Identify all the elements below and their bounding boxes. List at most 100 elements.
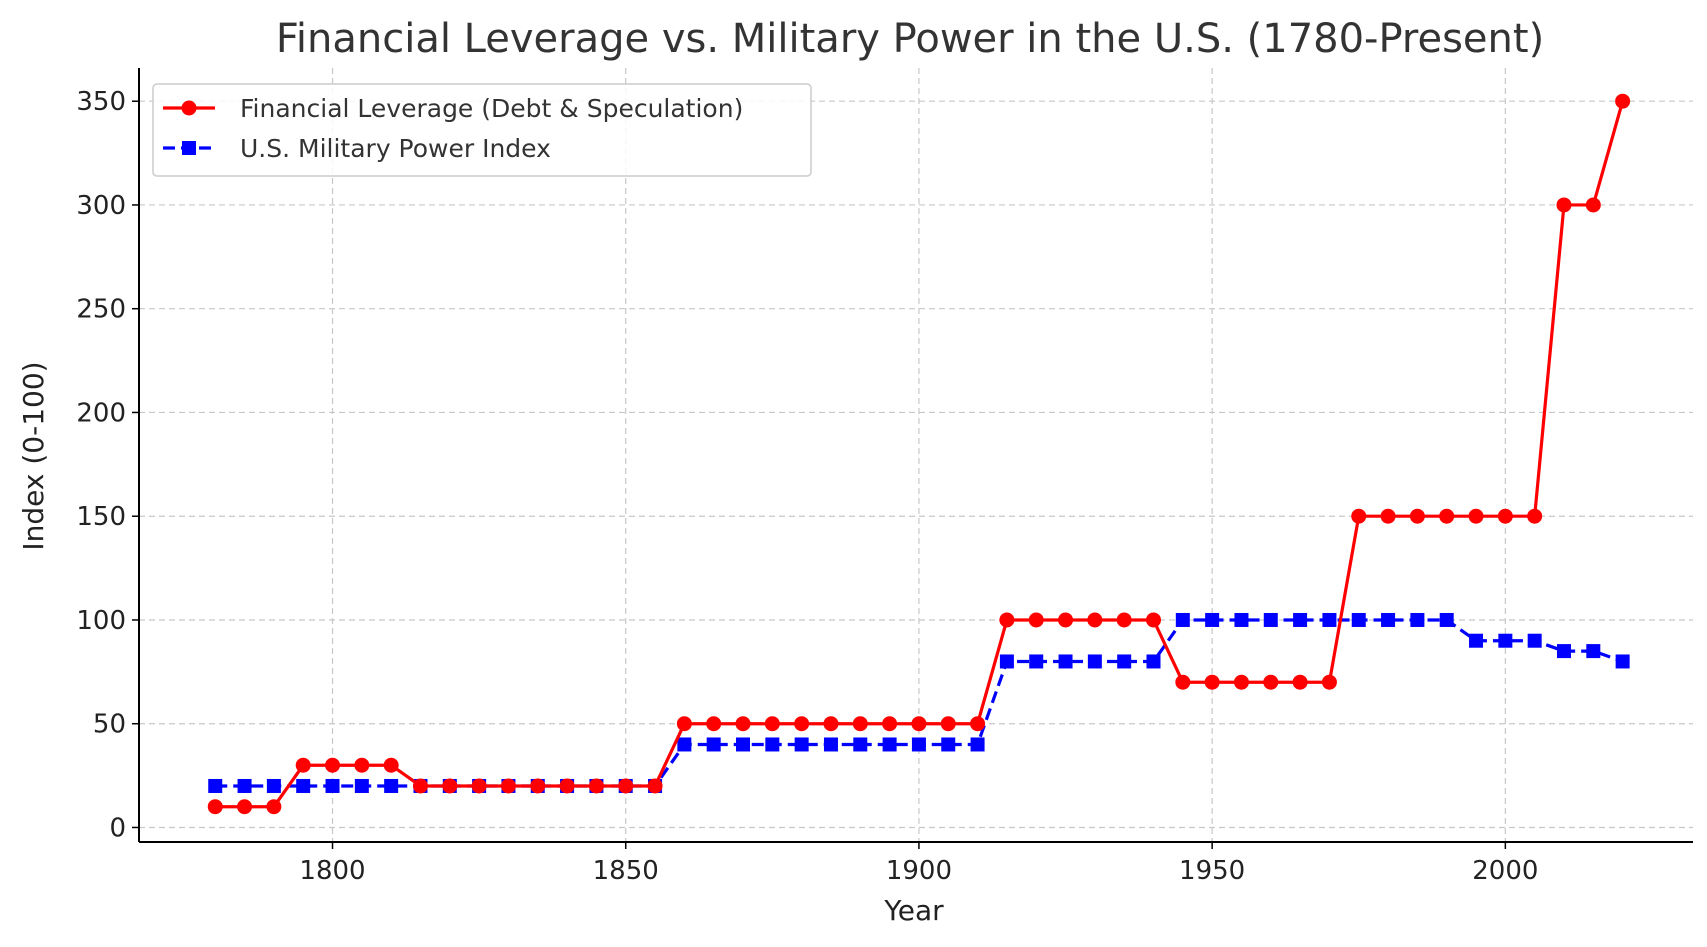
x-tick-label: 2000 bbox=[1472, 856, 1538, 886]
data-point bbox=[1145, 612, 1161, 628]
data-point bbox=[354, 757, 370, 773]
data-point bbox=[295, 757, 311, 773]
data-point bbox=[794, 716, 810, 732]
data-point bbox=[999, 612, 1015, 628]
data-point bbox=[1233, 674, 1249, 690]
data-point bbox=[1146, 654, 1161, 669]
legend-entry: U.S. Military Power Index bbox=[163, 134, 551, 163]
data-point bbox=[1058, 612, 1074, 628]
data-point bbox=[882, 716, 898, 732]
data-point bbox=[1263, 612, 1278, 627]
data-point bbox=[1527, 633, 1542, 648]
y-tick-label: 150 bbox=[76, 502, 126, 532]
data-point bbox=[1586, 644, 1601, 659]
data-point bbox=[941, 737, 956, 752]
data-point bbox=[882, 737, 897, 752]
data-point bbox=[1469, 633, 1484, 648]
data-point bbox=[237, 799, 253, 815]
y-tick-label: 200 bbox=[76, 398, 126, 428]
data-point bbox=[940, 716, 956, 732]
data-point bbox=[1556, 644, 1571, 659]
data-point bbox=[1029, 654, 1044, 669]
data-point bbox=[1117, 654, 1132, 669]
data-point bbox=[208, 778, 223, 793]
data-point bbox=[1468, 508, 1484, 524]
x-tick-label: 1800 bbox=[299, 856, 365, 886]
data-point bbox=[207, 799, 223, 815]
data-point bbox=[1498, 633, 1513, 648]
data-point bbox=[1263, 674, 1279, 690]
data-point bbox=[1380, 508, 1396, 524]
data-point bbox=[1028, 612, 1044, 628]
y-tick-label: 350 bbox=[76, 87, 126, 117]
data-point bbox=[1410, 612, 1425, 627]
y-tick-label: 50 bbox=[93, 710, 126, 740]
data-point bbox=[1439, 612, 1454, 627]
x-tick-label: 1950 bbox=[1179, 856, 1245, 886]
data-point bbox=[852, 716, 868, 732]
chart-title: Financial Leverage vs. Military Power in… bbox=[276, 16, 1544, 62]
data-point bbox=[677, 737, 692, 752]
data-point bbox=[1381, 612, 1396, 627]
y-tick-label: 100 bbox=[76, 606, 126, 636]
legend-marker bbox=[181, 100, 197, 116]
legend: Financial Leverage (Debt & Speculation) U… bbox=[152, 83, 812, 177]
data-point bbox=[1497, 508, 1513, 524]
data-point bbox=[1087, 612, 1103, 628]
data-point bbox=[1351, 612, 1366, 627]
legend-label: U.S. Military Power Index bbox=[240, 134, 551, 163]
data-point bbox=[823, 737, 838, 752]
legend-label: Financial Leverage (Debt & Speculation) bbox=[240, 94, 743, 123]
data-point bbox=[765, 737, 780, 752]
data-point bbox=[970, 716, 986, 732]
data-point bbox=[823, 716, 839, 732]
data-point bbox=[500, 778, 516, 794]
data-point bbox=[706, 716, 722, 732]
data-point bbox=[588, 778, 604, 794]
data-point bbox=[1556, 197, 1572, 213]
data-point bbox=[1205, 612, 1220, 627]
data-point bbox=[794, 737, 809, 752]
data-point bbox=[1409, 508, 1425, 524]
data-point bbox=[1175, 674, 1191, 690]
data-point bbox=[1058, 654, 1073, 669]
y-tick-label: 0 bbox=[109, 813, 126, 843]
data-point bbox=[647, 778, 663, 794]
data-point bbox=[1439, 508, 1455, 524]
legend-marker bbox=[182, 141, 196, 155]
data-point bbox=[412, 778, 428, 794]
data-point bbox=[384, 778, 399, 793]
data-point bbox=[735, 716, 751, 732]
data-point bbox=[471, 778, 487, 794]
data-point bbox=[853, 737, 868, 752]
x-axis-label: Year bbox=[883, 894, 944, 927]
data-point bbox=[764, 716, 780, 732]
data-point bbox=[1234, 612, 1249, 627]
data-point bbox=[442, 778, 458, 794]
y-tick-label: 300 bbox=[76, 191, 126, 221]
data-point bbox=[1615, 654, 1630, 669]
data-point bbox=[1585, 197, 1601, 213]
data-point bbox=[559, 778, 575, 794]
data-point bbox=[1527, 508, 1543, 524]
y-axis-label: Index (0-100) bbox=[17, 361, 50, 550]
data-point bbox=[1615, 93, 1631, 109]
data-point bbox=[1321, 674, 1337, 690]
data-point bbox=[970, 737, 985, 752]
data-point bbox=[325, 778, 340, 793]
data-point bbox=[911, 716, 927, 732]
data-point bbox=[383, 757, 399, 773]
data-point bbox=[1204, 674, 1220, 690]
x-tick-label: 1850 bbox=[593, 856, 659, 886]
data-point bbox=[676, 716, 692, 732]
data-point bbox=[1116, 612, 1132, 628]
series-layer bbox=[207, 93, 1631, 815]
data-point bbox=[1175, 612, 1190, 627]
y-tick-label: 250 bbox=[76, 295, 126, 325]
data-point bbox=[296, 778, 311, 793]
legend-box bbox=[152, 83, 812, 177]
data-point bbox=[1087, 654, 1102, 669]
data-point bbox=[530, 778, 546, 794]
